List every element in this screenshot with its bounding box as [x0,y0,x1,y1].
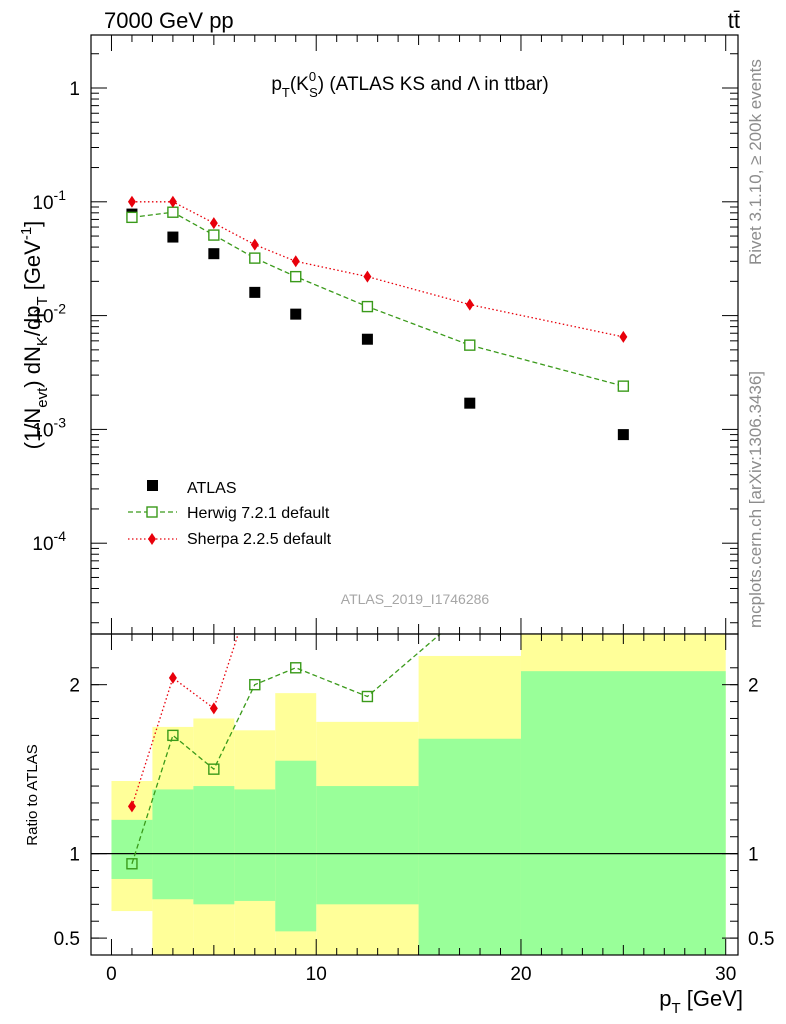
sherpa-point [465,298,474,311]
green-uncertainty-band [316,786,419,905]
herwig-point [361,300,374,313]
legend-sherpa-label: Sherpa 2.2.5 default [187,531,332,548]
sherpa-ratio-point [168,671,177,684]
ratio-panel: 0.5 0.51 12 20 10 20 30 Ratio to ATLAS [24,633,774,985]
herwig-ratio-point [167,729,179,742]
sherpa-point [291,255,300,268]
ratio-tick-label: 2 [69,676,80,697]
y-axis-label: (1/Nevt) dNK/dpT [GeV-1] [18,221,51,450]
green-uncertainty-band [275,760,317,932]
sherpa-point [127,195,136,208]
herwig-point [464,339,476,351]
plot-title: pT(K0 S) (ATLAS KS and Λ in ttbar) [271,69,548,100]
green-uncertainty-band [152,789,194,900]
sherpa-ratio-point [127,800,136,813]
herwig-point [249,252,261,264]
x-tick-label: 30 [715,964,736,985]
herwig-point [167,206,179,218]
y-tick-label: 1 [69,79,80,100]
analysis-id: ATLAS_2019_I1746286 [341,591,490,607]
atlas-point [249,286,261,298]
energy-label: 7000 GeV pp [104,8,234,33]
green-uncertainty-band [111,819,153,879]
sherpa-point [209,217,218,230]
sherpa-point [363,270,372,283]
herwig-point [290,270,302,283]
legend-atlas-label: ATLAS [187,480,237,497]
herwig-ratio-point [290,662,302,674]
green-uncertainty-band [193,786,235,905]
x-tick-label: 10 [306,964,327,985]
sherpa-point [250,238,259,251]
series-line-2 [131,201,624,338]
green-uncertainty-band [234,789,276,901]
ratio-frame [90,633,739,956]
main-panel: 1 10-1 10-2 10-3 10-4 pT(K0 S) (ATLAS KS and … [18,34,739,635]
sherpa-point [619,330,628,343]
sherpa-point [168,195,177,208]
y-tick-label: 10-2 [32,301,66,328]
atlas-point [167,231,179,243]
legend-atlas-marker [147,480,158,491]
ratio-tick-label: 1 [69,845,80,866]
atlas-point [208,248,220,260]
legend: ATLAS Herwig 7.2.1 default Sherpa 2.2.5 … [128,480,332,548]
green-uncertainty-band [520,671,726,955]
legend-sherpa-marker [148,533,156,545]
rivet-version-label: Rivet 3.1.10, ≥ 200k events [746,59,765,265]
y-tick-label: 10-4 [32,528,66,555]
legend-herwig-label: Herwig 7.2.1 default [187,505,330,522]
atlas-point [361,333,373,345]
mcplots-label: mcplots.cern.ch [arXiv:1306.3436] [746,371,765,628]
herwig-ratio-point [126,858,138,870]
legend-herwig-marker [146,506,158,518]
process-label: tt̄ [728,8,740,33]
herwig-ratio-point [361,690,374,703]
x-tick-label: 20 [510,964,531,985]
ratio-tick-label-right: 2 [748,676,759,697]
sherpa-ratio-point [209,702,218,715]
ratio-tick-label-right: 0.5 [748,929,774,950]
green-uncertainty-band [418,738,521,955]
ratio-tick-label-right: 1 [748,845,759,866]
herwig-ratio-point [208,763,220,775]
herwig-point [126,211,138,224]
x-axis-label: pT [GeV] [659,986,743,1017]
atlas-point [464,397,476,409]
series-line-1 [131,211,624,387]
atlas-point [617,429,629,441]
y-tick-label: 10-1 [32,187,66,214]
herwig-point [617,380,630,392]
herwig-ratio-point [249,678,261,691]
x-tick-label: 0 [106,964,117,985]
ratio-y-label: Ratio to ATLAS [24,744,41,845]
ratio-tick-label: 0.5 [54,929,80,950]
atlas-point [290,308,302,320]
herwig-point [208,229,220,241]
y-tick-label: 10-3 [32,414,66,441]
